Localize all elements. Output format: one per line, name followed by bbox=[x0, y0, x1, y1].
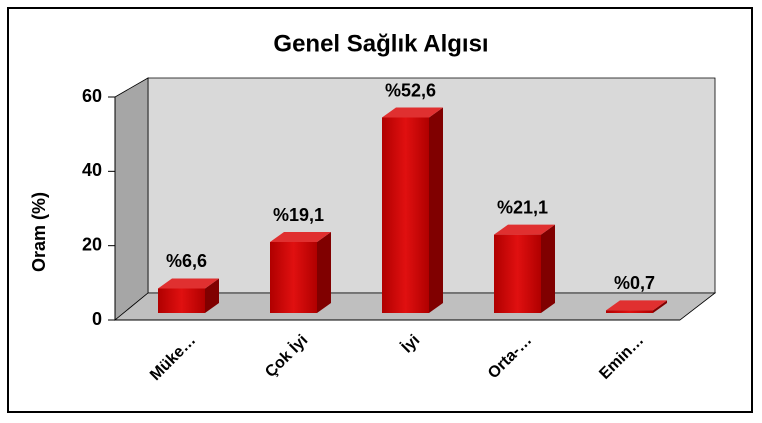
bar-face bbox=[270, 232, 331, 243]
bar-face bbox=[158, 288, 205, 313]
side-wall bbox=[114, 77, 149, 321]
bar-face bbox=[494, 224, 555, 235]
value-label: %21,1 bbox=[497, 197, 548, 217]
value-label: %0,7 bbox=[614, 273, 655, 293]
value-label: %19,1 bbox=[273, 205, 324, 225]
bar-face bbox=[429, 107, 443, 314]
y-tick-label: 40 bbox=[82, 160, 102, 180]
bar-face bbox=[382, 117, 429, 314]
bar-face bbox=[205, 278, 219, 313]
bar-face bbox=[317, 232, 331, 313]
bar bbox=[382, 107, 443, 314]
bar-face bbox=[270, 242, 317, 313]
bar bbox=[606, 300, 667, 313]
bar-face bbox=[541, 224, 555, 313]
bar bbox=[270, 232, 331, 313]
bar-face bbox=[494, 234, 541, 313]
value-label: %6,6 bbox=[166, 251, 207, 271]
chart-title: Genel Sağlık Algısı bbox=[273, 30, 488, 57]
y-tick-label: 20 bbox=[82, 234, 102, 254]
y-tick-label: 60 bbox=[82, 86, 102, 106]
bar-face bbox=[382, 107, 443, 118]
value-label: %52,6 bbox=[385, 80, 436, 100]
bar-face bbox=[606, 310, 653, 313]
bar bbox=[158, 278, 219, 313]
y-axis-label: Oram (%) bbox=[29, 192, 49, 272]
bar-face bbox=[158, 278, 219, 289]
y-tick-label: 0 bbox=[92, 309, 102, 329]
bar-face bbox=[653, 300, 667, 313]
bar-face bbox=[606, 300, 667, 311]
bar bbox=[494, 224, 555, 313]
